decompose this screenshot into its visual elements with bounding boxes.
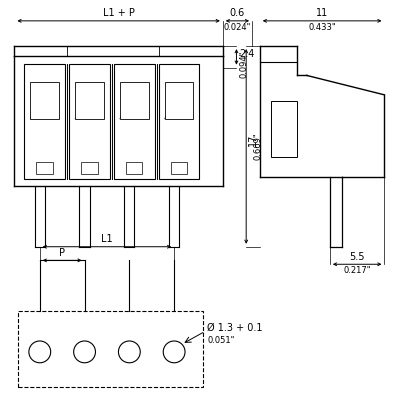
Bar — [18, 311, 203, 387]
Bar — [114, 64, 155, 178]
Bar — [24, 64, 65, 178]
Bar — [165, 82, 193, 119]
Bar — [120, 82, 149, 119]
Text: L1 + P: L1 + P — [103, 8, 135, 18]
Text: 0.024": 0.024" — [224, 23, 251, 32]
Bar — [158, 64, 199, 178]
Text: Ø 1.3 + 0.1: Ø 1.3 + 0.1 — [207, 322, 263, 332]
Bar — [75, 82, 104, 119]
Text: 0.094": 0.094" — [239, 50, 248, 78]
Bar — [36, 162, 53, 174]
Bar — [69, 64, 110, 178]
Text: 2.4: 2.4 — [239, 49, 255, 59]
Text: 0.051": 0.051" — [207, 336, 235, 345]
Bar — [81, 162, 98, 174]
Text: 11: 11 — [316, 8, 328, 18]
Text: 0.669": 0.669" — [254, 133, 263, 160]
Text: 0.433": 0.433" — [308, 23, 336, 32]
Text: 0.217": 0.217" — [343, 266, 371, 275]
Text: L1: L1 — [101, 234, 113, 244]
Bar — [126, 162, 142, 174]
Bar — [30, 82, 59, 119]
Text: 0.6: 0.6 — [230, 8, 245, 18]
Text: 5.5: 5.5 — [350, 252, 365, 262]
Bar — [171, 162, 187, 174]
Text: 17: 17 — [248, 133, 258, 146]
Text: P: P — [59, 248, 65, 258]
Bar — [271, 101, 297, 157]
